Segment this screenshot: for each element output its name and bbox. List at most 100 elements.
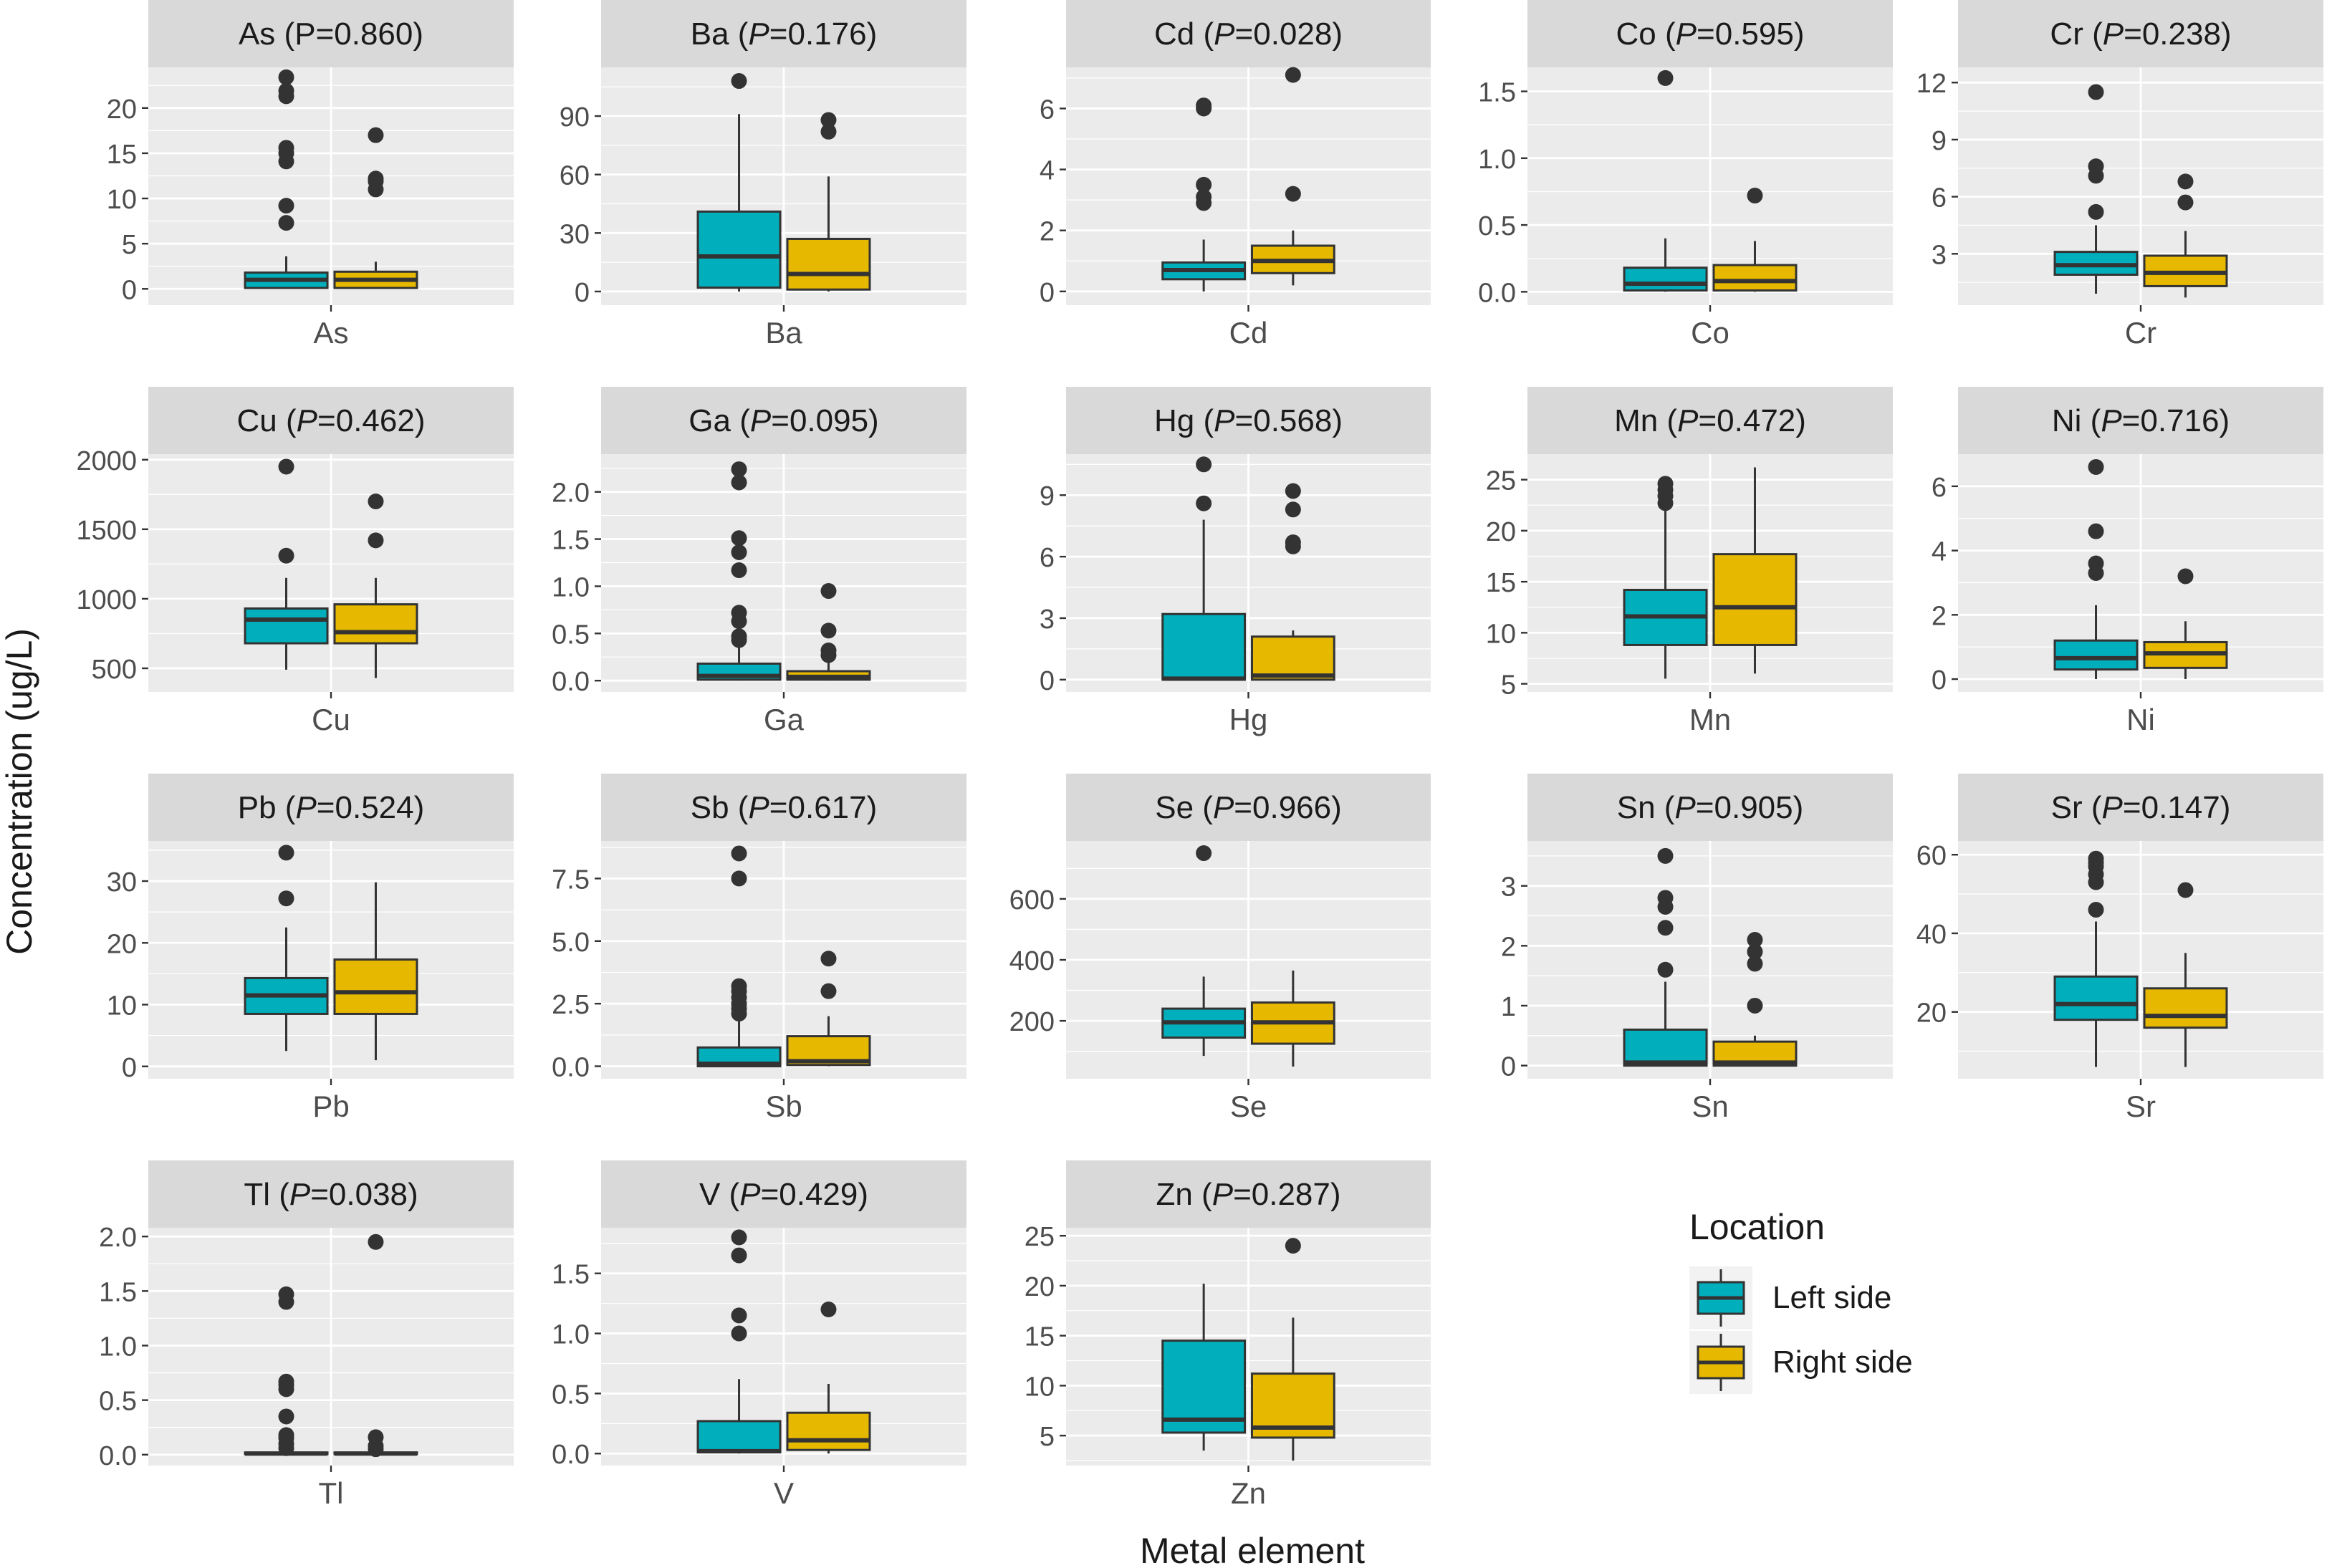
box-right-side: [333, 1233, 418, 1458]
outlier-point: [1747, 997, 1763, 1014]
strip-p-value: 0.095: [790, 403, 868, 438]
facet-se: Se (P=0.966) 200 400 600 Se: [1009, 774, 1431, 1123]
box-right-side: [786, 1302, 871, 1454]
strip-paren-close: ): [868, 403, 879, 438]
strip-equals: =: [1235, 403, 1254, 438]
strip-element: Sn: [1617, 790, 1656, 825]
outlier-point: [278, 140, 294, 156]
outlier-point: [731, 1307, 747, 1324]
outlier-point: [2088, 203, 2104, 220]
facet-strip: [1527, 774, 1893, 841]
y-tick-label: 5: [1040, 1422, 1055, 1452]
box-left-side: [244, 1286, 329, 1456]
facet-strip: [1066, 0, 1431, 67]
y-tick-label: 0.5: [1478, 211, 1516, 241]
x-tick-label: Cr: [2125, 316, 2156, 350]
x-tick-label: Sb: [765, 1090, 802, 1123]
box-right-side: [2143, 568, 2228, 680]
strip-p-letter: P: [1676, 16, 1697, 52]
strip-p-letter: P: [1212, 1177, 1234, 1212]
strip-p-value: 0.966: [1252, 790, 1331, 825]
y-tick-label: 2: [1501, 932, 1516, 962]
iqr-box: [244, 607, 329, 645]
strip-p-value: 0.860: [334, 16, 413, 52]
y-tick-label: 20: [1916, 999, 1947, 1029]
y-tick-label: 2.0: [552, 478, 590, 509]
strip-element: Sb: [691, 790, 729, 825]
facet-as: As (P=0.860) 0 5 10 15 20 As: [107, 0, 514, 350]
x-tick-label: Se: [1230, 1090, 1267, 1123]
y-tick-label: 6: [1040, 543, 1055, 573]
y-tick-label: 0: [1040, 666, 1055, 696]
facet-strip: [1066, 774, 1431, 841]
outlier-point: [278, 890, 294, 907]
facet-ni: Ni (P=0.716) 0 2 4 6 Ni: [1932, 387, 2323, 736]
outlier-point: [1657, 961, 1674, 978]
iqr-box: [1161, 1339, 1247, 1434]
facet-strip: [1527, 0, 1893, 67]
outlier-point: [731, 73, 747, 90]
box-right-side: [786, 112, 871, 292]
strip-p-value: 0.716: [2140, 403, 2219, 438]
y-tick-label: 0.0: [99, 1441, 137, 1471]
iqr-box: [333, 958, 418, 1015]
box-left-side: [1623, 476, 1708, 679]
facet-sr: Sr (P=0.147) 20 40 60 Sr: [1916, 774, 2323, 1123]
x-tick-label: Tl: [319, 1476, 344, 1510]
y-tick-label: 40: [1916, 920, 1947, 950]
strip-equals: =: [1698, 403, 1717, 438]
strip-equals: =: [1697, 16, 1715, 52]
y-tick-label: 6: [1932, 183, 1947, 213]
y-tick-label: 1.0: [552, 1320, 590, 1350]
strip-paren-open: (: [720, 1177, 739, 1212]
facet-strip: [1958, 0, 2323, 67]
box-left-side: [2053, 458, 2139, 680]
strip-element: Cr: [2050, 16, 2083, 52]
outlier-point: [368, 127, 384, 143]
facet-strip-label: As (P=0.860): [239, 16, 423, 52]
y-tick-label: 20: [1486, 517, 1516, 547]
y-tick-label: 2: [1932, 601, 1947, 631]
outlier-point: [731, 530, 747, 547]
box-left-side: [696, 845, 782, 1068]
strip-paren-open: (: [1194, 403, 1214, 438]
strip-p-value: 0.287: [1252, 1177, 1330, 1212]
facet-strip: [601, 774, 966, 841]
y-tick-label: 30: [560, 219, 590, 249]
strip-equals: =: [1235, 16, 1254, 52]
strip-paren-open: (: [2083, 790, 2102, 825]
strip-element: Tl: [244, 1177, 270, 1212]
outlier-point: [1747, 943, 1763, 960]
strip-p-value: 0.617: [788, 790, 867, 825]
facet-strip: [1527, 387, 1893, 454]
outlier-point: [1285, 67, 1301, 83]
x-tick-label: Ga: [764, 703, 805, 736]
outlier-point: [1657, 920, 1674, 936]
y-tick-label: 200: [1009, 1007, 1055, 1037]
y-tick-label: 15: [1486, 568, 1516, 598]
y-tick-label: 60: [560, 161, 590, 191]
box-right-side: [1712, 467, 1798, 674]
box-left-side: [1623, 69, 1708, 292]
x-tick-label: Hg: [1229, 703, 1268, 736]
strip-p-letter: P: [750, 403, 772, 438]
iqr-box: [1250, 635, 1335, 681]
outlier-point: [368, 170, 384, 187]
strip-paren-open: (: [1194, 16, 1214, 52]
strip-p-value: 0.147: [2141, 790, 2220, 825]
box-left-side: [1161, 1284, 1247, 1451]
y-tick-label: 3: [1040, 605, 1055, 635]
y-tick-label: 0.0: [1478, 278, 1516, 308]
strip-paren-open: (: [1656, 16, 1676, 52]
box-left-side: [2053, 84, 2139, 294]
outlier-point: [2177, 568, 2194, 585]
y-tick-label: 20: [107, 929, 137, 959]
strip-p-letter: P: [1214, 16, 1235, 52]
x-tick-label: Cd: [1229, 316, 1268, 350]
outlier-point: [2088, 158, 2104, 175]
strip-paren-open: (: [275, 16, 294, 52]
box-right-side: [786, 951, 871, 1067]
box-right-side: [1250, 970, 1335, 1067]
strip-p-value: 0.238: [2142, 16, 2221, 52]
iqr-box: [786, 237, 871, 291]
